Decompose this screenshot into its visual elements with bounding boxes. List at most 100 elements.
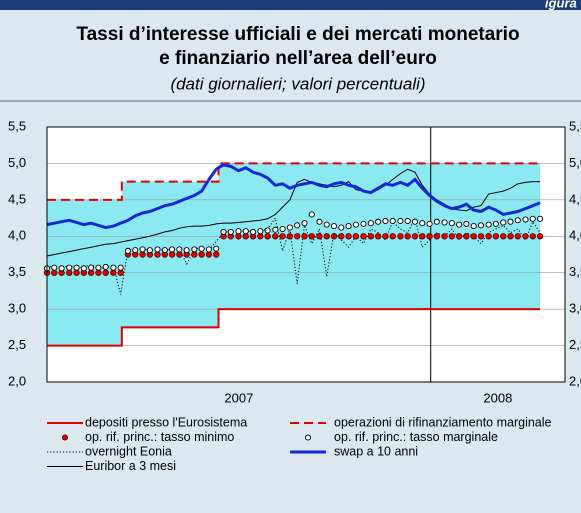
dot bbox=[242, 233, 249, 240]
dot bbox=[264, 233, 271, 240]
dot bbox=[382, 233, 389, 240]
dot bbox=[301, 233, 308, 240]
open-circle bbox=[102, 263, 109, 270]
dot bbox=[205, 251, 213, 258]
open-circle bbox=[375, 218, 382, 225]
open-circle bbox=[213, 245, 220, 252]
dot bbox=[198, 251, 205, 258]
open-circle bbox=[198, 245, 205, 252]
open-circle bbox=[500, 219, 507, 226]
dot bbox=[404, 233, 411, 240]
dot bbox=[308, 233, 315, 240]
open-circle bbox=[110, 264, 117, 271]
open-circle bbox=[235, 228, 242, 235]
open-circle bbox=[389, 217, 396, 225]
x-tick-label: 2007 bbox=[224, 390, 253, 405]
dot bbox=[213, 251, 220, 258]
legend-label: depositi presso l'Eurosistema bbox=[85, 415, 247, 429]
open-circle bbox=[205, 246, 212, 253]
open-circle bbox=[514, 217, 521, 224]
header-label: igura bbox=[545, 0, 577, 10]
dot bbox=[485, 233, 492, 240]
open-circle bbox=[161, 247, 168, 254]
y2-tick-label: 4,5 bbox=[569, 191, 581, 206]
open-circle bbox=[220, 228, 227, 235]
open-circle bbox=[426, 220, 433, 227]
open-circle bbox=[404, 217, 411, 225]
dot bbox=[389, 233, 396, 240]
dot bbox=[168, 251, 176, 258]
open-circle bbox=[477, 222, 485, 229]
y-tick-label: 4,5 bbox=[8, 191, 26, 206]
open-circle bbox=[470, 223, 477, 230]
dot bbox=[529, 233, 536, 240]
open-circle bbox=[286, 224, 293, 231]
open-circle bbox=[382, 217, 389, 225]
open-circle bbox=[411, 218, 419, 225]
dot bbox=[411, 233, 419, 240]
legend-label: op. rif. princ.: tasso minimo bbox=[85, 430, 234, 444]
plot-frame bbox=[46, 126, 566, 383]
series-line bbox=[47, 162, 541, 201]
dot bbox=[374, 233, 382, 240]
y2-tick-label: 5,0 bbox=[569, 155, 581, 170]
dot bbox=[73, 269, 80, 276]
open-circle bbox=[529, 215, 536, 222]
open-circle bbox=[367, 220, 374, 227]
dot bbox=[345, 233, 352, 240]
open-circle bbox=[124, 247, 132, 254]
dot bbox=[455, 233, 463, 240]
open-circle bbox=[448, 220, 455, 227]
dot bbox=[102, 269, 109, 276]
y2-tick-label: 5,5 bbox=[569, 118, 581, 133]
open-circle bbox=[154, 246, 161, 253]
series-line bbox=[46, 168, 541, 257]
dot bbox=[286, 233, 294, 240]
dot bbox=[139, 251, 146, 258]
dot bbox=[272, 233, 279, 240]
open-circle bbox=[73, 264, 80, 271]
open-circle bbox=[58, 265, 65, 272]
open-circle bbox=[345, 223, 352, 230]
y2-tick-label: 2,0 bbox=[569, 373, 581, 388]
dot bbox=[522, 233, 529, 240]
open-circle bbox=[117, 264, 124, 271]
y-tick-label: 3,5 bbox=[8, 264, 26, 279]
dot bbox=[433, 233, 441, 240]
open-circle bbox=[139, 246, 146, 253]
open-circle bbox=[132, 247, 139, 254]
dot bbox=[293, 233, 301, 240]
series-line bbox=[47, 308, 541, 347]
dot bbox=[257, 233, 264, 240]
open-circle bbox=[242, 228, 249, 235]
open-circle bbox=[51, 264, 58, 271]
legend-label: operazioni di rifinanziamento marginale bbox=[334, 415, 552, 429]
plot: 2,0 2,5 3,0 3,5 4,0 4,5 5,0 5,5 2,0 2,5 3,0 3,5 4,0 4… bbox=[8, 118, 581, 472]
dot bbox=[507, 233, 514, 240]
open-circle bbox=[264, 227, 271, 234]
open-circle bbox=[169, 246, 176, 253]
chart-title: Tassi d’interesse ufficiali e dei mercat… bbox=[76, 24, 519, 45]
open-circle bbox=[537, 215, 544, 222]
dot bbox=[176, 251, 183, 258]
open-circle bbox=[249, 228, 257, 235]
open-circle bbox=[294, 222, 301, 229]
chart-subtitle: (dati giornalieri; valori percentuali) bbox=[170, 74, 425, 93]
open-circle bbox=[419, 220, 426, 227]
open-circle bbox=[308, 211, 315, 218]
y-tick-label: 2,5 bbox=[8, 337, 26, 352]
dot bbox=[330, 233, 338, 240]
open-circle bbox=[352, 221, 359, 228]
open-circle bbox=[146, 247, 153, 254]
dot bbox=[117, 269, 124, 276]
dot bbox=[426, 233, 433, 240]
dot bbox=[500, 233, 507, 240]
open-circle bbox=[301, 220, 308, 227]
y-tick-label: 2,0 bbox=[8, 373, 26, 388]
open-circle bbox=[66, 264, 73, 271]
dot bbox=[448, 233, 456, 240]
open-circle bbox=[433, 218, 440, 225]
open-circle bbox=[316, 218, 323, 225]
open-circle bbox=[485, 221, 492, 228]
